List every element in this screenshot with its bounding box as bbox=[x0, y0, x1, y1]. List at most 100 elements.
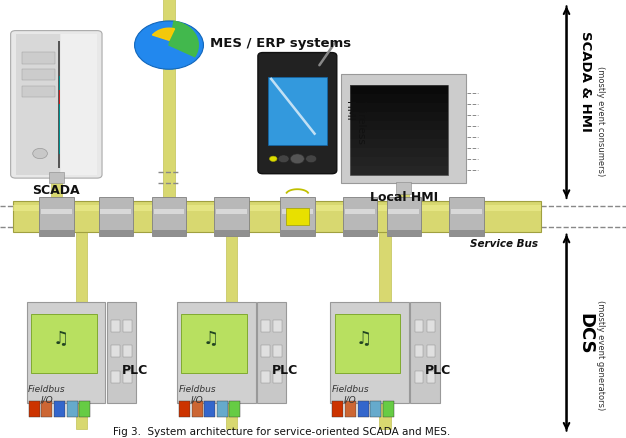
Bar bbox=[229, 401, 240, 417]
Bar bbox=[398, 118, 409, 201]
Bar bbox=[343, 230, 377, 236]
Bar bbox=[379, 232, 391, 429]
Text: Wireless
HMI: Wireless HMI bbox=[344, 101, 366, 145]
Text: SCADA: SCADA bbox=[33, 184, 80, 197]
Text: (mostly event generators): (mostly event generators) bbox=[597, 300, 605, 410]
Bar bbox=[39, 198, 73, 236]
Circle shape bbox=[269, 157, 277, 162]
Bar bbox=[111, 320, 120, 332]
Text: DCS: DCS bbox=[577, 312, 594, 353]
Bar bbox=[22, 53, 54, 64]
Text: PLC: PLC bbox=[425, 364, 451, 377]
Bar bbox=[61, 35, 97, 175]
Bar bbox=[22, 87, 54, 98]
Bar bbox=[59, 77, 60, 154]
Bar bbox=[59, 91, 60, 105]
Bar bbox=[350, 131, 448, 139]
Bar bbox=[345, 401, 356, 417]
Bar bbox=[41, 401, 53, 417]
Bar bbox=[350, 85, 448, 94]
Text: Local HMI: Local HMI bbox=[370, 191, 438, 204]
Text: PLC: PLC bbox=[272, 364, 298, 377]
Bar bbox=[370, 401, 381, 417]
Bar bbox=[350, 103, 448, 113]
Bar bbox=[268, 78, 327, 146]
Bar bbox=[382, 401, 394, 417]
Bar bbox=[282, 209, 312, 215]
Bar bbox=[350, 95, 448, 103]
Text: Fieldbus
I/O: Fieldbus I/O bbox=[178, 385, 216, 404]
Bar bbox=[27, 302, 105, 403]
Bar bbox=[54, 401, 65, 417]
Bar bbox=[357, 401, 369, 417]
Bar bbox=[151, 230, 187, 236]
Polygon shape bbox=[169, 22, 198, 57]
Bar bbox=[13, 201, 541, 232]
Bar bbox=[181, 314, 247, 373]
Bar bbox=[396, 183, 411, 195]
Bar bbox=[386, 230, 421, 236]
Bar bbox=[217, 401, 228, 417]
Bar bbox=[410, 302, 439, 403]
Text: Fieldbus
I/O: Fieldbus I/O bbox=[28, 385, 66, 404]
Text: (mostly event consumers): (mostly event consumers) bbox=[597, 65, 605, 176]
Bar bbox=[111, 371, 120, 383]
Bar bbox=[449, 230, 484, 236]
Bar bbox=[414, 320, 423, 332]
Bar bbox=[350, 85, 448, 175]
Text: Fig 3.  System architecture for service-oriented SCADA and MES.: Fig 3. System architecture for service-o… bbox=[113, 426, 450, 436]
Bar bbox=[334, 314, 401, 373]
Bar bbox=[426, 346, 435, 357]
Polygon shape bbox=[153, 29, 175, 41]
Bar bbox=[414, 371, 423, 383]
Bar bbox=[16, 35, 60, 175]
Bar bbox=[29, 401, 40, 417]
Bar bbox=[426, 320, 435, 332]
Bar bbox=[331, 302, 409, 403]
Bar bbox=[341, 74, 466, 184]
Bar bbox=[332, 401, 343, 417]
Bar bbox=[99, 198, 133, 236]
Circle shape bbox=[278, 155, 289, 163]
Bar bbox=[99, 230, 133, 236]
Bar bbox=[226, 232, 237, 429]
Bar bbox=[273, 371, 282, 383]
Circle shape bbox=[33, 149, 48, 159]
Bar bbox=[39, 230, 73, 236]
Circle shape bbox=[305, 155, 317, 163]
Bar bbox=[177, 302, 255, 403]
Bar bbox=[192, 401, 203, 417]
FancyBboxPatch shape bbox=[11, 32, 102, 179]
Bar bbox=[350, 157, 448, 166]
Bar bbox=[214, 198, 249, 236]
Bar bbox=[261, 320, 270, 332]
Bar bbox=[261, 346, 270, 357]
Bar bbox=[343, 198, 377, 236]
Bar bbox=[388, 209, 419, 215]
Bar bbox=[280, 198, 314, 236]
Bar bbox=[179, 401, 190, 417]
Bar bbox=[154, 209, 185, 215]
Text: Service Bus: Service Bus bbox=[470, 239, 538, 249]
Bar bbox=[123, 346, 131, 357]
Bar bbox=[214, 230, 249, 236]
Bar bbox=[76, 232, 87, 429]
Bar bbox=[41, 209, 71, 215]
Bar bbox=[451, 209, 482, 215]
Bar bbox=[350, 148, 448, 157]
Bar bbox=[273, 346, 282, 357]
Bar bbox=[350, 139, 448, 148]
Bar bbox=[66, 401, 78, 417]
Bar bbox=[51, 114, 62, 201]
Text: SCADA & HMI: SCADA & HMI bbox=[579, 31, 592, 131]
Bar bbox=[344, 209, 376, 215]
Bar bbox=[79, 401, 90, 417]
Bar bbox=[280, 230, 314, 236]
Bar bbox=[13, 206, 541, 211]
Bar bbox=[386, 198, 421, 236]
Text: PLC: PLC bbox=[121, 364, 148, 377]
Bar bbox=[217, 209, 247, 215]
Circle shape bbox=[135, 22, 203, 70]
Bar bbox=[257, 302, 287, 403]
FancyBboxPatch shape bbox=[258, 53, 337, 174]
